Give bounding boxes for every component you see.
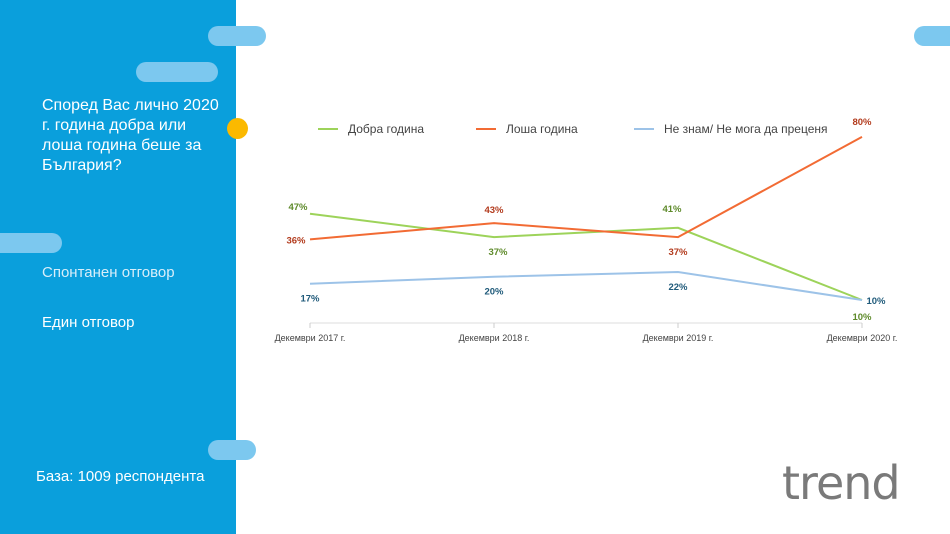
question-text: Според Вас лично 2020 г. година добра ил…: [42, 97, 219, 174]
base-respondents: База: 1009 респондента: [36, 468, 205, 485]
answer-type-single: Един отговор: [42, 314, 135, 331]
data-label: 17%: [300, 294, 320, 305]
legend-label: Добра година: [348, 122, 424, 136]
x-tick-label: Декември 2020 г.: [827, 333, 898, 343]
data-label: 10%: [866, 296, 886, 307]
data-label: 43%: [484, 205, 504, 216]
data-label: 37%: [668, 247, 688, 258]
data-label: 41%: [662, 204, 682, 215]
decor-pill: [136, 62, 218, 82]
legend-label: Лоша година: [506, 122, 578, 136]
trend-logo: trend: [782, 456, 901, 510]
decor-pill: [0, 233, 62, 253]
decor-dot: [227, 118, 248, 139]
legend-label: Не знам/ Не мога да преценя: [664, 122, 828, 136]
sidebar: Според Вас лично 2020 г. година добра ил…: [0, 0, 236, 534]
data-label: 20%: [484, 287, 504, 298]
series-line: [309, 212, 863, 301]
series-line: [309, 136, 863, 241]
data-label: 47%: [288, 202, 308, 213]
answer-type-spontaneous: Спонтанен отговор: [42, 264, 175, 281]
data-label: 10%: [852, 312, 872, 323]
decor-pill: [208, 26, 266, 46]
logo-text: trend: [782, 456, 901, 510]
data-label: 37%: [488, 247, 508, 258]
x-tick-label: Декември 2018 г.: [459, 333, 530, 343]
data-label: 80%: [852, 117, 872, 128]
series-line: [309, 271, 863, 301]
data-label: 36%: [286, 235, 306, 246]
data-label: 22%: [668, 282, 688, 293]
x-tick-label: Декември 2017 г.: [275, 333, 346, 343]
x-tick-label: Декември 2019 г.: [643, 333, 714, 343]
decor-pill: [914, 26, 950, 46]
decor-pill: [208, 440, 256, 460]
